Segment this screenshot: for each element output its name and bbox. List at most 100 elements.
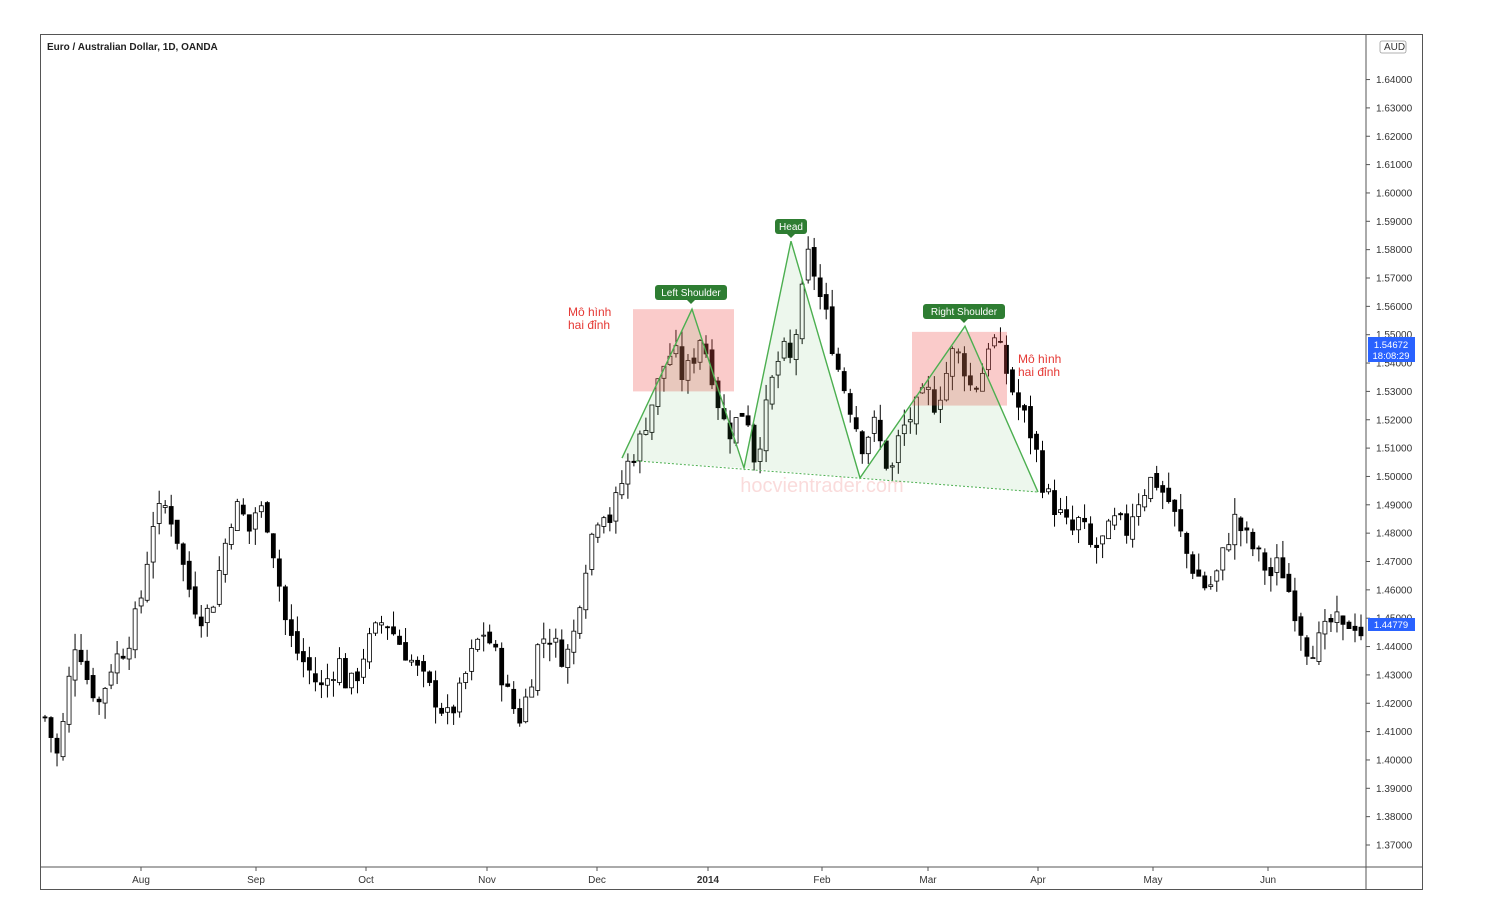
candle-body	[421, 661, 426, 672]
candle-body	[799, 283, 805, 340]
left-shoulder-pointer	[687, 300, 695, 304]
candle-body	[1184, 532, 1190, 554]
candle-body	[829, 306, 835, 355]
y-tick-label: 1.63000	[1376, 103, 1413, 114]
candle-body	[1106, 520, 1112, 540]
candle-body	[1238, 517, 1244, 532]
candle-body	[1016, 392, 1021, 408]
candle-body	[961, 353, 967, 377]
y-tick-label: 1.46000	[1376, 585, 1413, 596]
candle-body	[1100, 535, 1106, 545]
candle-body	[577, 607, 583, 634]
x-tick-label: Dec	[588, 875, 606, 886]
candle-body	[571, 630, 577, 653]
candle-body	[865, 436, 871, 455]
candle-body	[769, 376, 775, 405]
candle-body	[625, 460, 631, 485]
candle-body	[775, 360, 781, 376]
candle-body	[1028, 406, 1033, 439]
candle-body	[613, 492, 619, 522]
candle-body	[955, 351, 961, 354]
candle-body	[409, 659, 414, 663]
candle-body	[1286, 573, 1292, 592]
y-tick-label: 1.50000	[1376, 472, 1413, 483]
candle-body	[1190, 554, 1196, 574]
y-tick-label: 1.44000	[1376, 642, 1413, 653]
y-tick-label: 1.47000	[1376, 557, 1413, 568]
candle-body	[1220, 547, 1226, 571]
candle-body	[745, 415, 751, 426]
currency-label: AUD	[1384, 42, 1405, 53]
candle-body	[1154, 473, 1160, 488]
y-tick-label: 1.49000	[1376, 500, 1413, 511]
candle-body	[1088, 523, 1093, 545]
candle-body	[379, 622, 384, 626]
candle-body	[445, 707, 451, 713]
candle-body	[1046, 488, 1051, 493]
candle-body	[469, 648, 475, 672]
y-tick-label: 1.53000	[1376, 387, 1413, 398]
candle-body	[505, 683, 511, 687]
x-tick-label: Sep	[247, 875, 265, 886]
candle-body	[974, 387, 979, 390]
candle-body	[757, 448, 763, 462]
watermark: hocvientrader.com	[740, 475, 903, 497]
candle-body	[337, 658, 342, 683]
double-top-box-right	[912, 331, 1007, 406]
right-shoulder-pointer	[960, 319, 968, 323]
candle-body	[1052, 490, 1057, 516]
candle-body	[415, 659, 420, 666]
chart-title: Euro / Australian Dollar, 1D, OANDA	[47, 42, 218, 53]
candle-body	[1094, 544, 1099, 548]
right-shoulder-label: Right Shoulder	[931, 307, 998, 318]
candle-body	[529, 686, 535, 698]
candle-body	[739, 412, 745, 417]
neckline	[635, 460, 1039, 493]
candle-body	[559, 639, 565, 667]
candle-body	[307, 657, 312, 671]
x-tick-label: 2014	[697, 875, 720, 886]
candle-body	[258, 505, 264, 513]
candle-body	[319, 682, 324, 686]
y-tick-label: 1.38000	[1376, 812, 1413, 823]
candle-body	[787, 342, 793, 358]
candle-body	[1244, 527, 1250, 531]
y-tick-label: 1.39000	[1376, 784, 1413, 795]
candle-body	[1082, 517, 1087, 523]
candle-body	[643, 430, 649, 435]
candle-body	[1178, 509, 1184, 532]
candles	[42, 236, 1364, 767]
candle-body	[433, 680, 438, 708]
candle-body	[349, 672, 354, 689]
x-tick-label: Jun	[1260, 875, 1276, 886]
candle-body	[817, 277, 823, 298]
double-top-box-left	[633, 309, 734, 392]
y-tick-label: 1.56000	[1376, 302, 1413, 313]
candle-body	[42, 716, 48, 719]
head-label-bg	[775, 219, 807, 234]
candle-body	[222, 542, 228, 575]
candle-body	[1304, 637, 1310, 657]
candle-body	[1214, 570, 1220, 582]
candle-body	[1064, 509, 1069, 518]
candle-body	[751, 424, 757, 463]
candle-body	[511, 688, 517, 710]
price-axis: AUD 1.64000 1.63000 1.62000 1.61000 1.60000 1.…	[41, 35, 1422, 889]
candle-body	[361, 658, 366, 678]
candle-body	[427, 671, 432, 683]
candle-body	[114, 653, 120, 674]
candle-body	[228, 527, 234, 545]
candle-body	[619, 483, 625, 496]
candle-body	[451, 706, 457, 714]
double-top-left-line1: Mô hình	[568, 305, 611, 319]
candle-body	[980, 373, 985, 392]
candle-body	[1292, 590, 1298, 622]
candle-body	[523, 696, 529, 723]
candle-body	[252, 512, 258, 530]
candle-body	[1166, 487, 1172, 503]
candle-body	[403, 642, 408, 661]
currency-box	[1379, 40, 1407, 54]
countdown: 18:08:29	[1373, 351, 1410, 362]
left-shoulder-label-bg	[655, 285, 727, 300]
